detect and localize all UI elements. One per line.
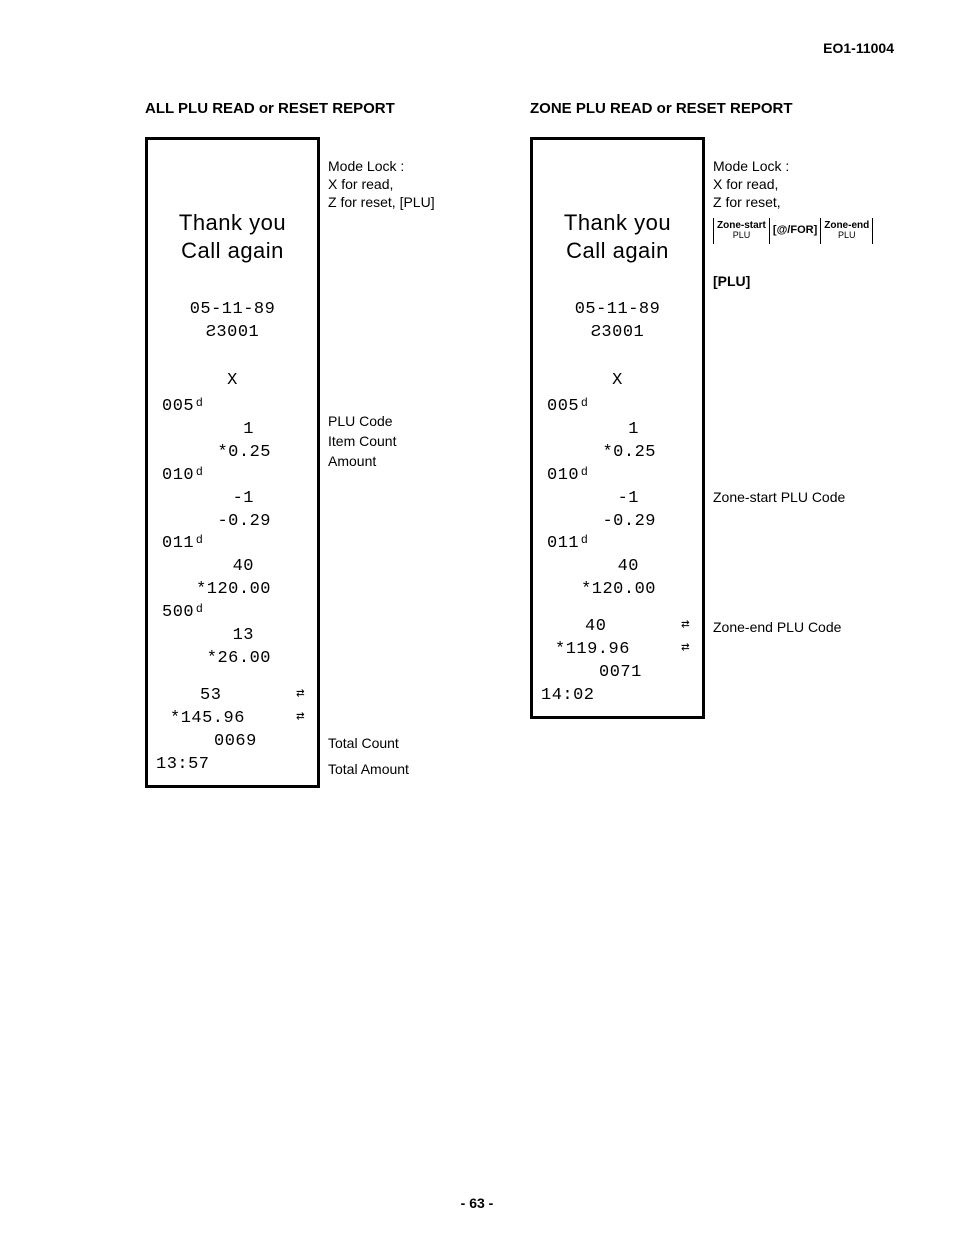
page-number: - 63 - (0, 1195, 954, 1211)
seq-number: 0069 (156, 731, 309, 754)
receipt-header-line2: Call again (541, 237, 694, 265)
plu-code: 010ᵈ (541, 465, 694, 488)
annotation-label: PLU Code (328, 412, 508, 430)
item-count: 40 (156, 556, 309, 579)
annotation-label: Total Count (328, 734, 508, 752)
annotation-label: Zone-start PLU Code (713, 488, 893, 506)
mode-lock-line: Z for reset, [PLU] (328, 193, 508, 211)
annotation-label: Item Count (328, 432, 508, 450)
zone-plu-title: ZONE PLU READ or RESET REPORT (530, 100, 893, 117)
plu-code: 500ᵈ (156, 602, 309, 625)
total-symbol: ⇄ (681, 639, 690, 662)
all-plu-annotations: Mode Lock : X for read, Z for reset, [PL… (328, 137, 508, 788)
receipt-time: 13:57 (156, 754, 309, 777)
mode-lock-line: Mode Lock : (328, 157, 508, 175)
seq-number: 0071 (541, 662, 694, 685)
plu-code: 011ᵈ (541, 533, 694, 556)
receipt-header-line1: Thank you (156, 209, 309, 237)
amount: *0.25 (541, 442, 694, 465)
receipt-date: 05-11-89 (156, 299, 309, 322)
receipt-transaction: Ƨ3001 (541, 322, 694, 345)
report-columns: ALL PLU READ or RESET REPORT Thank you C… (145, 100, 904, 788)
receipt-time: 14:02 (541, 685, 694, 708)
all-plu-title: ALL PLU READ or RESET REPORT (145, 100, 508, 117)
zone-plu-receipt: Thank you Call again 05-11-89 Ƨ3001 X 00… (530, 137, 705, 719)
total-count: 53 (156, 685, 221, 708)
receipt-mode: X (541, 370, 694, 393)
receipt-transaction: Ƨ3001 (156, 322, 309, 345)
total-symbol: ⇄ (296, 685, 305, 708)
amount: *120.00 (156, 579, 309, 602)
annotation-label: Zone-end PLU Code (713, 618, 893, 636)
mode-lock-line: X for read, (328, 175, 508, 193)
plu-code: 010ᵈ (156, 465, 309, 488)
plu-code: 005ᵈ (541, 396, 694, 419)
total-symbol: ⇄ (296, 708, 305, 731)
amount: *120.00 (541, 579, 694, 602)
plu-code: 011ᵈ (156, 533, 309, 556)
at-for-key: [@/FOR] (773, 223, 817, 237)
amount: -0.29 (156, 511, 309, 534)
document-id: EO1-11004 (823, 40, 894, 56)
receipt-header-line1: Thank you (541, 209, 694, 237)
amount: *0.25 (156, 442, 309, 465)
receipt-mode: X (156, 370, 309, 393)
item-count: 1 (541, 419, 694, 442)
total-amount: *145.96 (156, 708, 245, 731)
plu-key-label: [PLU] (713, 272, 893, 290)
all-plu-receipt: Thank you Call again 05-11-89 Ƨ3001 X 00… (145, 137, 320, 788)
plu-code: 005ᵈ (156, 396, 309, 419)
mode-lock-line: Mode Lock : (713, 157, 893, 175)
item-count: -1 (541, 488, 694, 511)
zone-start-key: Zone-startPLU (713, 218, 770, 244)
amount: *26.00 (156, 648, 309, 671)
annotation-label: Amount (328, 452, 508, 470)
annotation-label: Total Amount (328, 760, 508, 778)
item-count: 1 (156, 419, 309, 442)
total-count: 40 (541, 616, 606, 639)
zone-plu-annotations: Mode Lock : X for read, Z for reset, Zon… (713, 137, 893, 719)
receipt-header-line2: Call again (156, 237, 309, 265)
item-count: 13 (156, 625, 309, 648)
receipt-date: 05-11-89 (541, 299, 694, 322)
zone-end-key: Zone-endPLU (820, 218, 873, 244)
item-count: -1 (156, 488, 309, 511)
item-count: 40 (541, 556, 694, 579)
zone-plu-section: ZONE PLU READ or RESET REPORT Thank you … (530, 100, 893, 788)
total-amount: *119.96 (541, 639, 630, 662)
total-symbol: ⇄ (681, 616, 690, 639)
amount: -0.29 (541, 511, 694, 534)
mode-lock-line: Z for reset, (713, 193, 893, 211)
all-plu-section: ALL PLU READ or RESET REPORT Thank you C… (145, 100, 508, 788)
mode-lock-line: X for read, (713, 175, 893, 193)
